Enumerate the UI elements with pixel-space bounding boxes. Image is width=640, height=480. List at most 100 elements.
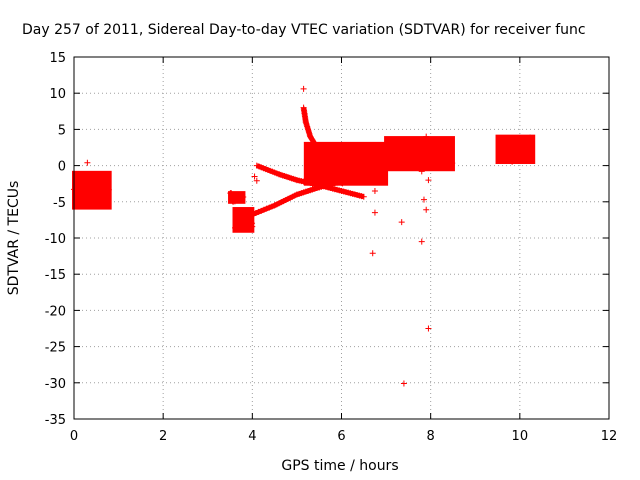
data-points — [71, 85, 536, 387]
early-cluster-point — [97, 195, 104, 202]
y-tick-label: -15 — [45, 268, 66, 283]
x-axis-label: GPS time / hours — [281, 458, 398, 474]
x-tick-label: 8 — [427, 429, 435, 444]
outlier-point — [400, 380, 407, 387]
y-tick-label: -35 — [45, 413, 66, 428]
outlier-point — [420, 196, 427, 203]
afternoon-band-point — [430, 137, 437, 144]
midday-blob-point — [307, 161, 314, 168]
outlier-point — [418, 238, 425, 245]
outlier-point — [423, 206, 430, 213]
morning-cluster-low-point — [245, 225, 252, 232]
x-tick-label: 12 — [601, 429, 618, 444]
early-cluster-point — [90, 175, 97, 182]
plot-frame — [73, 56, 610, 420]
morning-cluster-point — [229, 198, 236, 205]
afternoon-band-point — [449, 160, 456, 167]
evening-cluster-point — [528, 140, 535, 147]
morning-cluster-low-point — [239, 211, 246, 218]
evening-cluster-point — [509, 158, 516, 165]
outlier-point — [371, 209, 378, 216]
afternoon-band-point — [391, 140, 398, 147]
morning-cluster-low-point — [249, 220, 256, 227]
x-tick-label: 6 — [337, 429, 345, 444]
x-tick-label: 2 — [159, 429, 167, 444]
outlier-point — [425, 177, 432, 184]
evening-cluster-point — [505, 149, 512, 156]
afternoon-band-point — [402, 153, 409, 160]
afternoon-band-point — [404, 147, 411, 154]
afternoon-band — [384, 136, 455, 172]
morning-cluster-point — [233, 195, 240, 202]
afternoon-band-point — [400, 154, 407, 161]
y-tick-label: -5 — [53, 196, 66, 211]
y-tick-label: -20 — [45, 304, 66, 319]
morning-cluster-low-point — [234, 210, 241, 217]
outlier-point — [425, 325, 432, 332]
evening-cluster-point — [505, 154, 512, 161]
morning-cluster-low-point — [245, 221, 252, 228]
y-tick-label: -30 — [45, 377, 66, 392]
outlier-point — [371, 187, 378, 194]
midday-blob-point — [359, 165, 366, 172]
morning-cluster-low-point — [240, 225, 247, 232]
y-tick-labels: 15 10 5 0 -5 -10 -15 -20 -25 -30 -35 — [45, 51, 66, 428]
evening-cluster-point — [527, 134, 534, 141]
midday-blob-point — [327, 162, 334, 169]
morning-cluster-point — [228, 190, 235, 197]
evening-cluster-point — [507, 145, 514, 152]
evening-cluster-point — [501, 136, 508, 143]
afternoon-band-point — [391, 153, 398, 160]
steep-arc — [301, 107, 387, 169]
afternoon-band-point — [423, 155, 430, 162]
outlier-point — [398, 219, 405, 226]
y-tick-label: -10 — [45, 232, 66, 247]
midday-blob-point — [338, 143, 345, 150]
outlier-point — [84, 159, 91, 166]
morning-cluster-low-point — [243, 207, 250, 214]
midday-blob-point — [340, 163, 347, 170]
outlier-point — [418, 168, 425, 175]
morning-cluster-point — [234, 192, 241, 199]
evening-cluster-point — [498, 140, 505, 147]
early-cluster-point — [84, 197, 91, 204]
chart-title: Day 257 of 2011, Sidereal Day-to-day VTE… — [22, 22, 586, 38]
evening-cluster-point — [515, 145, 522, 152]
afternoon-band-point — [396, 157, 403, 164]
evening-cluster-point — [506, 150, 513, 157]
midday-blob-point — [366, 146, 373, 153]
early-cluster-point — [90, 200, 97, 207]
early-cluster-point — [77, 193, 84, 200]
afternoon-band-point — [399, 154, 406, 161]
y-tick-label: 5 — [58, 123, 66, 138]
outlier-point — [423, 133, 430, 140]
evening-cluster — [495, 134, 536, 164]
grid-lines — [74, 57, 609, 419]
early-cluster-point — [97, 201, 104, 208]
outlier-point — [369, 250, 376, 257]
morning-cluster-low-point — [234, 215, 241, 222]
midday-blob-point — [312, 163, 319, 170]
x-tick-label: 10 — [512, 429, 529, 444]
outlier-point — [251, 173, 258, 180]
y-axis-label: SDTVAR / TECUs — [6, 181, 22, 296]
afternoon-band-point — [438, 149, 445, 156]
outlier-point — [253, 177, 260, 184]
x-tick-label: 4 — [248, 429, 256, 444]
afternoon-band-point — [384, 151, 391, 158]
y-tick-label: 0 — [58, 160, 66, 175]
x-tick-label: 0 — [70, 429, 78, 444]
afternoon-band-point — [409, 163, 416, 170]
descending-track — [255, 163, 365, 200]
evening-cluster-point — [522, 155, 529, 162]
x-tick-labels: 0 2 4 6 8 10 12 — [70, 429, 617, 444]
early-cluster-point — [74, 176, 81, 183]
morning-cluster-point — [240, 194, 247, 201]
morning-cluster-low-point — [232, 224, 239, 231]
morning-cluster-point — [234, 197, 241, 204]
outlier-point — [300, 85, 307, 92]
y-tick-label: -25 — [45, 341, 66, 356]
early-cluster-point — [101, 188, 108, 195]
y-tick-label: 15 — [49, 51, 66, 66]
